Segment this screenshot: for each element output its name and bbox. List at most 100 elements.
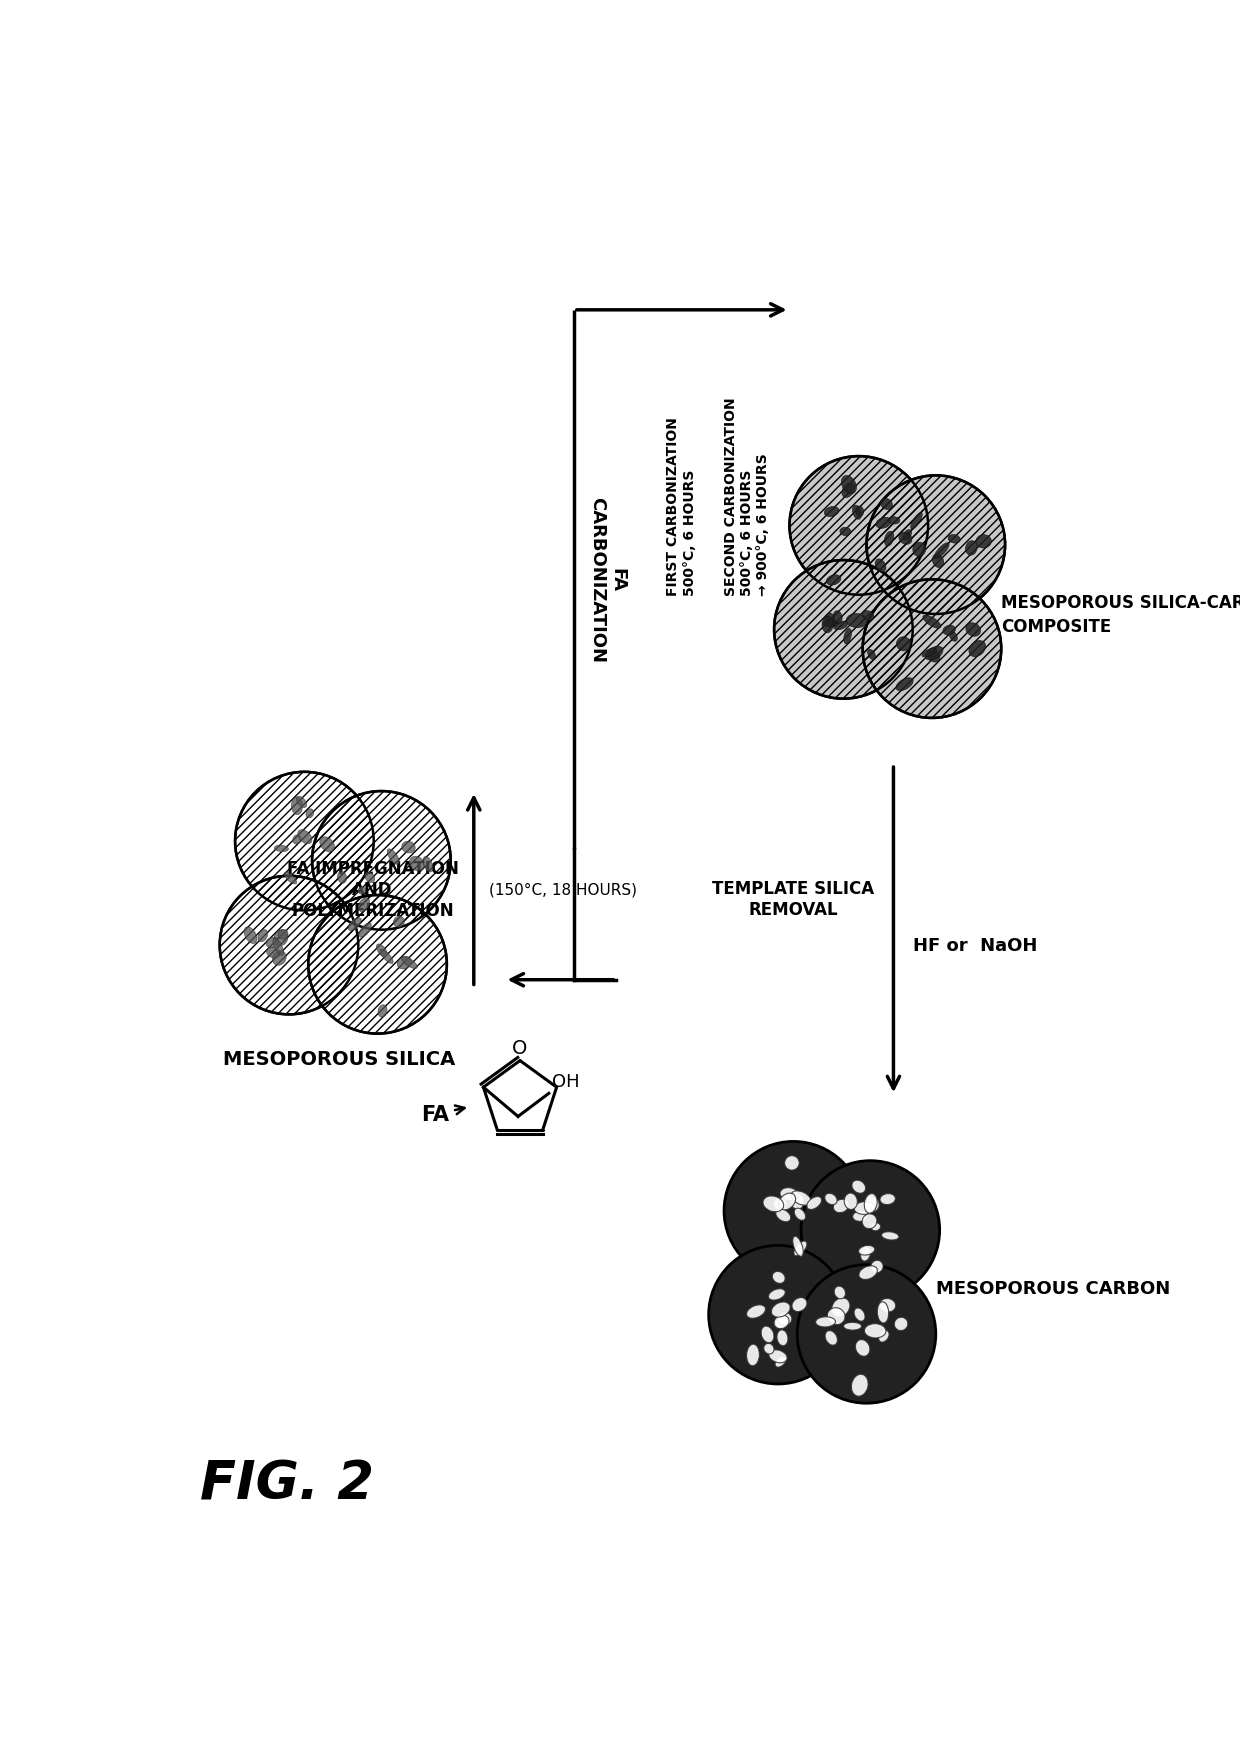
Ellipse shape [888,518,900,525]
Ellipse shape [785,1157,800,1171]
Ellipse shape [777,1313,792,1325]
Ellipse shape [832,1299,849,1316]
Ellipse shape [842,483,854,498]
Circle shape [219,876,358,1014]
Ellipse shape [777,1330,787,1346]
Ellipse shape [771,1302,790,1318]
Ellipse shape [278,930,288,939]
Ellipse shape [853,505,862,519]
Ellipse shape [792,1237,804,1257]
Circle shape [801,1162,940,1299]
Ellipse shape [274,930,288,946]
Ellipse shape [822,616,833,634]
Ellipse shape [868,649,875,660]
Ellipse shape [854,1202,875,1214]
Ellipse shape [966,623,981,637]
Ellipse shape [320,837,335,853]
Ellipse shape [774,1316,789,1329]
Ellipse shape [884,532,894,548]
Ellipse shape [825,1193,837,1206]
Ellipse shape [274,846,289,853]
Text: HF or  NaOH: HF or NaOH [913,937,1037,955]
Ellipse shape [903,530,911,541]
Circle shape [312,792,450,930]
Ellipse shape [852,1181,866,1193]
Ellipse shape [856,1339,870,1357]
Text: FA
CARBONIZATION: FA CARBONIZATION [588,497,626,663]
Ellipse shape [348,918,361,932]
Ellipse shape [925,648,944,660]
Ellipse shape [267,948,280,958]
Circle shape [863,579,1001,718]
Ellipse shape [774,1197,787,1211]
Ellipse shape [846,614,868,628]
Ellipse shape [825,1330,837,1346]
Ellipse shape [779,1193,796,1211]
Ellipse shape [843,628,852,644]
Text: TEMPLATE SILICA
REMOVAL: TEMPLATE SILICA REMOVAL [712,879,874,920]
Ellipse shape [843,1323,862,1330]
Ellipse shape [790,1193,804,1209]
Ellipse shape [878,1302,889,1323]
Ellipse shape [853,1211,867,1221]
Ellipse shape [379,949,393,963]
Ellipse shape [794,1241,807,1257]
Ellipse shape [773,1272,785,1283]
Ellipse shape [897,679,913,691]
Text: MESOPOROUS SILICA: MESOPOROUS SILICA [223,1049,455,1069]
Ellipse shape [775,1357,786,1367]
Ellipse shape [358,899,370,913]
Ellipse shape [856,507,863,518]
Ellipse shape [337,872,346,885]
Ellipse shape [378,1006,387,1018]
Ellipse shape [913,542,925,556]
Ellipse shape [298,830,312,844]
Ellipse shape [780,1188,799,1200]
Ellipse shape [291,797,303,816]
Circle shape [309,895,446,1034]
Text: COMPOSITE: COMPOSITE [1001,618,1111,635]
Ellipse shape [402,956,417,969]
Ellipse shape [360,923,371,937]
Ellipse shape [792,1297,807,1311]
Ellipse shape [776,1209,791,1221]
Ellipse shape [409,856,424,870]
Text: SECOND CARBONIZATION
500°C, 6 HOURS
→ 900°C, 6 HOURS: SECOND CARBONIZATION 500°C, 6 HOURS → 90… [724,397,770,595]
Ellipse shape [402,842,415,853]
Ellipse shape [942,627,955,635]
Ellipse shape [858,1246,874,1255]
Text: FIRST CARBONIZATION
500°C, 6 HOURS: FIRST CARBONIZATION 500°C, 6 HOURS [666,416,697,595]
Ellipse shape [864,1193,877,1213]
Ellipse shape [244,927,257,944]
Ellipse shape [746,1344,759,1365]
Ellipse shape [844,1193,857,1209]
Ellipse shape [833,611,842,625]
Ellipse shape [864,1323,885,1337]
Ellipse shape [928,651,940,663]
Ellipse shape [764,1344,774,1355]
Ellipse shape [769,1350,787,1364]
Ellipse shape [769,1288,785,1300]
Ellipse shape [875,560,885,572]
Ellipse shape [393,916,404,928]
Circle shape [867,476,1006,614]
Ellipse shape [875,518,890,528]
Ellipse shape [894,1318,908,1330]
Ellipse shape [935,544,949,560]
Ellipse shape [365,872,374,883]
Ellipse shape [880,498,893,511]
Ellipse shape [296,797,306,807]
Ellipse shape [966,541,977,556]
Ellipse shape [897,637,910,651]
Circle shape [236,772,373,911]
Ellipse shape [827,1307,846,1325]
Text: FIG. 2: FIG. 2 [201,1457,374,1509]
Circle shape [797,1265,936,1404]
Circle shape [708,1246,847,1385]
Ellipse shape [746,1306,765,1318]
Text: MESOPOROUS CARBON: MESOPOROUS CARBON [936,1279,1171,1297]
Ellipse shape [950,632,957,642]
Text: O: O [512,1039,528,1058]
Circle shape [790,456,928,595]
Ellipse shape [899,534,911,546]
